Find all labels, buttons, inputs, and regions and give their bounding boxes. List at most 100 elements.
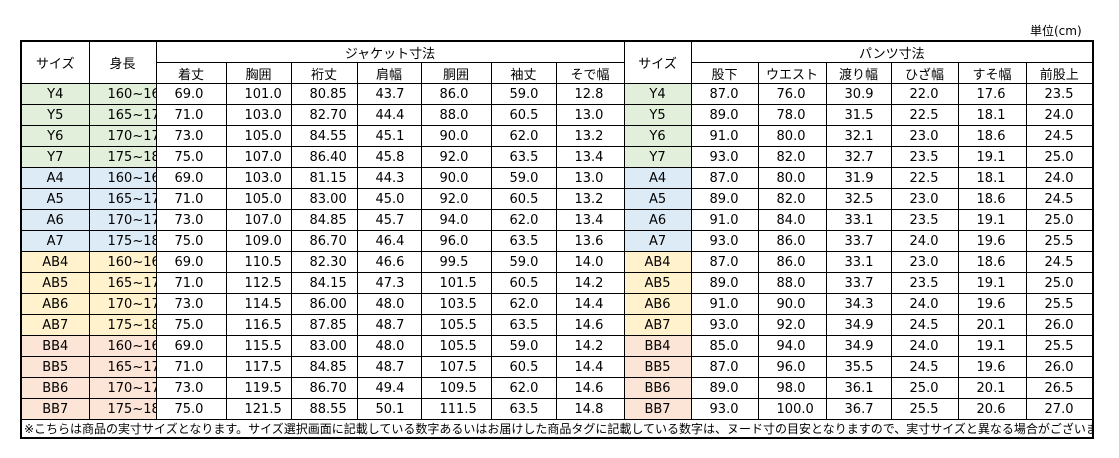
table-cell: 93.0	[690, 398, 759, 420]
table-cell: AB7	[623, 314, 692, 336]
table-cell: AB4	[623, 251, 692, 273]
table-cell: Y5	[20, 104, 90, 126]
table-cell: 35.5	[825, 356, 892, 378]
table-cell: 24.0	[1025, 167, 1094, 189]
table-row: AB6170~17573.0114.586.0048.0103.562.014.…	[20, 293, 1094, 315]
table-cell: 165~170	[88, 188, 157, 210]
header-cell: 股下	[690, 62, 759, 84]
table-cell: 33.7	[825, 230, 892, 252]
table-cell: 165~170	[88, 104, 157, 126]
table-cell: 71.0	[155, 356, 227, 378]
table-cell: 89.0	[690, 104, 759, 126]
table-cell: 86.0	[757, 230, 827, 252]
table-cell: 80.0	[757, 167, 827, 189]
table-cell: 59.0	[490, 167, 557, 189]
table-cell: Y7	[623, 146, 692, 168]
table-cell: 60.5	[490, 188, 557, 210]
table-cell: BB5	[623, 356, 692, 378]
table-cell: 105.0	[225, 125, 292, 147]
table-cell: 90.0	[420, 125, 492, 147]
table-cell: 80.0	[757, 125, 827, 147]
table-cell: 165~170	[88, 356, 157, 378]
table-cell: 12.8	[555, 83, 625, 105]
table-cell: Y6	[20, 125, 90, 147]
table-cell: 44.3	[356, 167, 422, 189]
table-cell: 22.5	[890, 104, 959, 126]
table-cell: 14.6	[555, 377, 625, 399]
header-cell: 身長	[88, 40, 157, 84]
table-cell: 32.1	[825, 125, 892, 147]
table-row: A6170~17573.0107.084.8545.794.062.013.4A…	[20, 209, 1094, 231]
table-cell: 86.0	[757, 251, 827, 273]
table-cell: 25.0	[1025, 209, 1094, 231]
table-cell: 32.5	[825, 188, 892, 210]
table-cell: 20.6	[957, 398, 1027, 420]
table-cell: AB7	[20, 314, 90, 336]
table-cell: 69.0	[155, 335, 227, 357]
table-row: Y7175~18075.0107.086.4045.892.063.513.4Y…	[20, 146, 1094, 168]
table-cell: 23.5	[890, 146, 959, 168]
table-cell: 48.7	[356, 314, 422, 336]
table-cell: 60.5	[490, 104, 557, 126]
table-cell: 101.0	[225, 83, 292, 105]
table-cell: 71.0	[155, 104, 227, 126]
table-cell: 170~175	[88, 125, 157, 147]
table-cell: 87.85	[290, 314, 358, 336]
table-cell: Y4	[623, 83, 692, 105]
table-row: BB6170~17573.0119.586.7049.4109.562.014.…	[20, 377, 1094, 399]
table-cell: 80.85	[290, 83, 358, 105]
table-cell: 23.0	[890, 251, 959, 273]
table-cell: 160~165	[88, 335, 157, 357]
header-cell: 肩幅	[356, 62, 422, 84]
table-cell: 92.0	[420, 146, 492, 168]
header-cell: 前股上	[1025, 62, 1094, 84]
header-cell: サイズ	[623, 40, 692, 84]
table-row: BB4160~16569.0115.583.0048.0105.559.014.…	[20, 335, 1094, 357]
table-cell: 75.0	[155, 146, 227, 168]
table-cell: 82.0	[757, 188, 827, 210]
table-cell: 114.5	[225, 293, 292, 315]
table-cell: 19.1	[957, 272, 1027, 294]
table-cell: 71.0	[155, 188, 227, 210]
table-row: Y4160~16569.0101.080.8543.786.059.012.8Y…	[20, 83, 1094, 105]
table-cell: 165~170	[88, 272, 157, 294]
table-cell: 48.0	[356, 335, 422, 357]
table-cell: BB4	[623, 335, 692, 357]
header-cell: 裄丈	[290, 62, 358, 84]
table-cell: 24.0	[890, 230, 959, 252]
table-cell: 20.1	[957, 377, 1027, 399]
table-cell: 85.0	[690, 335, 759, 357]
table-cell: 105.5	[420, 335, 492, 357]
table-cell: 94.0	[757, 335, 827, 357]
table-cell: 96.0	[757, 356, 827, 378]
table-cell: 175~180	[88, 314, 157, 336]
table-cell: 31.9	[825, 167, 892, 189]
table-cell: 22.0	[890, 83, 959, 105]
table-row: AB7175~18075.0116.587.8548.7105.563.514.…	[20, 314, 1094, 336]
table-cell: 18.1	[957, 167, 1027, 189]
table-cell: 59.0	[490, 251, 557, 273]
table-cell: 109.0	[225, 230, 292, 252]
table-cell: 14.2	[555, 272, 625, 294]
table-cell: 88.0	[757, 272, 827, 294]
table-cell: 33.7	[825, 272, 892, 294]
table-cell: 83.00	[290, 335, 358, 357]
table-cell: 24.0	[890, 335, 959, 357]
table-cell: 60.5	[490, 272, 557, 294]
table-row: BB7175~18075.0121.588.5550.1111.563.514.…	[20, 398, 1094, 420]
table-row: Y6170~17573.0105.084.5545.190.062.013.2Y…	[20, 125, 1094, 147]
table-cell: 170~175	[88, 209, 157, 231]
header-cell: ウエスト	[757, 62, 827, 84]
table-cell: 160~165	[88, 167, 157, 189]
table-cell: 59.0	[490, 83, 557, 105]
table-cell: BB6	[623, 377, 692, 399]
table-cell: 69.0	[155, 167, 227, 189]
table-cell: 101.5	[420, 272, 492, 294]
table-cell: 91.0	[690, 125, 759, 147]
table-cell: Y5	[623, 104, 692, 126]
table-cell: 14.0	[555, 251, 625, 273]
header-cell: 袖丈	[490, 62, 557, 84]
table-cell: 19.1	[957, 335, 1027, 357]
table-cell: 13.4	[555, 209, 625, 231]
table-cell: A4	[623, 167, 692, 189]
